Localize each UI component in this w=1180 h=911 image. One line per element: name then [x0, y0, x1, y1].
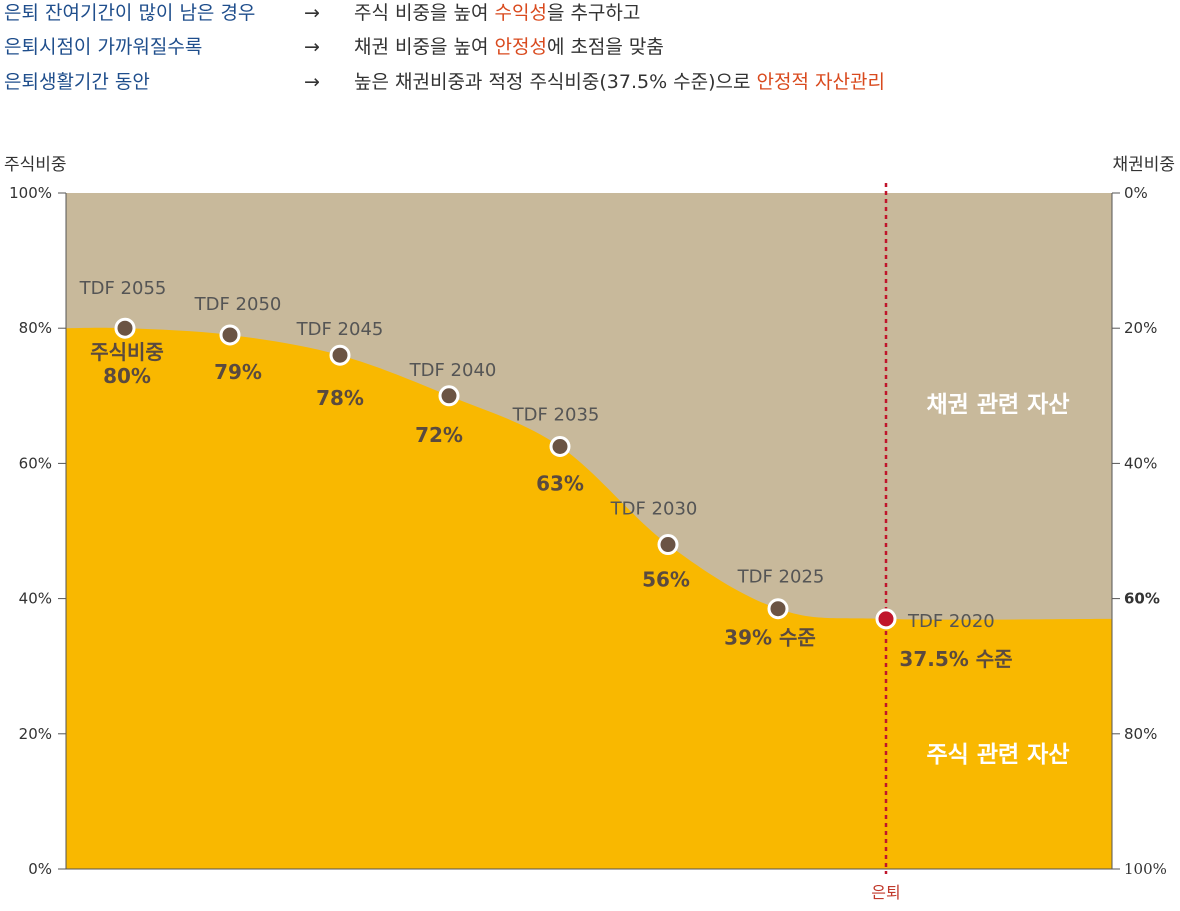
tdf-name-label: TDF 2050	[194, 294, 282, 315]
tdf-name-label: TDF 2030	[610, 499, 698, 520]
tdf-name-label: TDF 2040	[409, 360, 497, 381]
left-tick-label: 60%	[19, 454, 52, 472]
right-tick-label: 60%	[1124, 590, 1160, 608]
axes: 100% 0% 80% 20% 60% 40% 40% 60% 20% 80% 0% 100%	[9, 184, 1167, 878]
data-value-label: 56%	[642, 568, 690, 592]
left-tick-label: 20%	[19, 725, 52, 743]
left-tick-label: 100%	[9, 184, 52, 202]
intro-panel: 은퇴 잔여기간이 많이 남은 경우 → 주식 비중을 높여 수익성을 추구하고 …	[0, 0, 1180, 110]
right-tick-label: 0%	[1124, 184, 1148, 202]
stock-region-label: 주식 관련 자산	[927, 742, 1070, 768]
data-point-marker	[549, 436, 571, 457]
data-value-label: 63%	[536, 472, 584, 496]
data-value-label: 37.5% 수준	[899, 647, 1012, 671]
data-value-label: 79%	[214, 360, 262, 384]
data-point-marker	[875, 608, 897, 630]
data-value-label: 78%	[316, 386, 364, 410]
tdf-name-label: TDF 2025	[737, 567, 825, 588]
phase-text: 은퇴생활기간 동안	[4, 71, 150, 93]
data-value-label: 80%	[103, 364, 151, 388]
data-point-marker	[219, 324, 241, 346]
tdf-name-label: TDF 2020	[907, 611, 995, 632]
tdf-name-label: TDF 2045	[296, 319, 384, 340]
arrow-icon: →	[304, 2, 320, 24]
highlight-text: 안정성	[494, 36, 547, 58]
data-label-prefix: 주식비중	[90, 340, 164, 364]
left-tick-label: 40%	[19, 590, 52, 608]
data-point-marker	[767, 598, 789, 620]
right-tick-label: 100%	[1124, 860, 1167, 878]
bond-region-label: 채권 관련 자산	[927, 392, 1070, 418]
data-value-label: 39% 수준	[724, 626, 816, 650]
phase-text: 은퇴시점이 가까워질수록	[4, 36, 203, 58]
phase-text: 은퇴 잔여기간이 많이 남은 경우	[4, 2, 256, 24]
tdf-name-label: TDF 2035	[512, 405, 600, 426]
data-point-marker	[114, 317, 136, 339]
phase-description: 높은 채권비중과 적정 주식비중(37.5% 수준)으로 안정적 자산관리	[354, 71, 885, 93]
highlight-text: 수익성	[494, 2, 547, 24]
left-tick-label: 0%	[28, 860, 52, 878]
right-axis-title: 채권비중	[1112, 155, 1175, 175]
tdf-name-label: TDF 2055	[79, 278, 167, 299]
phase-description: 주식 비중을 높여 수익성을 추구하고	[354, 2, 641, 24]
data-value-label: 72%	[415, 423, 463, 447]
right-tick-label: 40%	[1124, 454, 1157, 472]
stock-area	[66, 327, 1112, 869]
phase-description: 채권 비중을 높여 안정성에 초점을 맞춤	[354, 36, 664, 58]
arrow-icon: →	[304, 36, 320, 58]
left-tick-label: 80%	[19, 319, 52, 337]
left-axis-title: 주식비중	[4, 155, 67, 175]
highlight-text: 안정적 자산관리	[756, 71, 885, 93]
arrow-icon: →	[304, 71, 320, 93]
retirement-label: 은퇴	[871, 883, 900, 902]
right-tick-label: 20%	[1124, 319, 1157, 337]
data-point-marker	[657, 534, 679, 556]
right-tick-label: 80%	[1124, 725, 1157, 743]
data-point-marker	[438, 385, 460, 407]
data-point-marker	[329, 344, 351, 366]
